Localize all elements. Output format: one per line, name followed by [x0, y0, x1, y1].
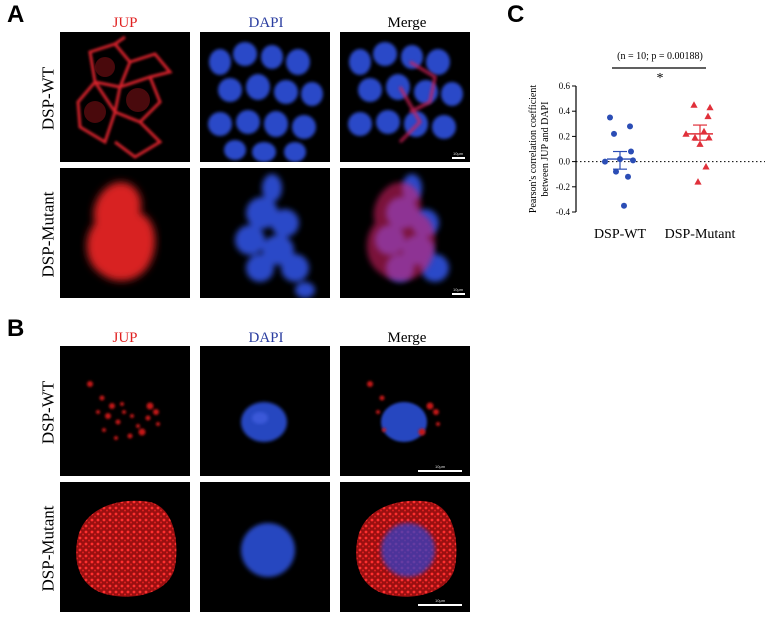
panel-b-mutant-row-label: DSP-Mutant — [38, 505, 58, 592]
panel-b-mutant-dapi-image — [200, 482, 330, 612]
panel-b-mutant-scalebar — [418, 604, 462, 606]
panel-b-wt-scalebar-label: 10μm — [435, 464, 446, 469]
data-point-mutant — [705, 134, 713, 141]
data-point-mutant — [702, 163, 710, 170]
significance-star: * — [657, 71, 664, 86]
panel-a-jup-label: JUP — [112, 15, 138, 31]
panel-letter-a: A — [7, 1, 25, 28]
y-tick-label: 0.0 — [559, 157, 571, 167]
data-point-wt — [630, 157, 636, 164]
data-point-mutant — [694, 178, 702, 185]
y-tick-label: -0.4 — [556, 207, 571, 217]
data-point-wt — [602, 158, 608, 165]
panel-a-mutant-scalebar — [452, 293, 465, 295]
x-category-label: DSP-Mutant — [665, 227, 736, 242]
panel-b-mutant-scalebar-label: 10μm — [435, 598, 446, 603]
panel-b-jup-label: JUP — [112, 330, 138, 346]
data-point-wt — [621, 202, 627, 209]
panel-b-dapi-label: DAPI — [248, 330, 284, 346]
panel-a-wt-dapi-image — [200, 32, 330, 162]
data-point-wt — [625, 173, 631, 180]
panel-b-wt-row-label: DSP-WT — [38, 380, 58, 445]
panel-b-merge-label: Merge — [387, 330, 427, 346]
data-point-mutant — [700, 127, 708, 135]
data-point-wt — [613, 168, 619, 175]
data-point-wt — [611, 130, 617, 137]
panel-b-mutant-jup-image — [60, 482, 190, 612]
panel-a-wt-jup-image — [60, 32, 190, 162]
panel-b-wt-dapi-image — [200, 346, 330, 476]
panel-a-dapi-label: DAPI — [248, 15, 284, 31]
panel-a-mutant-scalebar-label: 10μm — [453, 287, 464, 292]
data-point-mutant — [691, 134, 699, 141]
data-point-mutant — [706, 103, 714, 111]
x-category-label: DSP-WT — [594, 227, 647, 242]
data-point-wt — [607, 114, 613, 121]
y-tick-label: 0.4 — [559, 106, 571, 116]
data-point-mutant — [704, 112, 712, 120]
data-point-wt — [628, 148, 634, 155]
pearson-scatter-chart: 0.6 0.4 0.2 0.0 -0.2 -0.4 Pearson's correlatio… — [528, 51, 765, 242]
panel-a-wt-scalebar-label: 10μm — [453, 151, 464, 156]
y-tick-label: -0.2 — [556, 182, 570, 192]
panel-a-merge-label: Merge — [387, 15, 427, 31]
panel-b-wt-scalebar — [418, 470, 462, 472]
panel-a-mutant-jup-image — [60, 168, 190, 298]
panel-letter-c: C — [507, 1, 525, 28]
panel-a-mutant-row-label: DSP-Mutant — [38, 191, 58, 278]
data-point-mutant — [696, 140, 704, 147]
panel-a-mutant-dapi-image — [200, 168, 330, 298]
panel-a-wt-merge-image — [340, 32, 470, 162]
y-tick-label: 0.2 — [559, 131, 570, 141]
panel-letter-b: B — [7, 315, 25, 342]
data-point-wt — [627, 123, 633, 130]
y-axis-label-line-2: between JUP and DAPI — [540, 102, 551, 197]
panel-a-wt-row-label: DSP-WT — [38, 66, 58, 131]
data-point-mutant — [690, 101, 698, 108]
panel-a-wt-scalebar — [452, 157, 465, 159]
data-point-mutant — [682, 130, 690, 137]
panel-b-wt-merge-image — [340, 346, 470, 476]
y-tick-label: 0.6 — [559, 81, 571, 91]
panel-b-wt-jup-image — [60, 346, 190, 476]
panel-a-mutant-merge-image — [340, 168, 470, 298]
panel-b-mutant-merge-image — [340, 482, 470, 612]
stat-annotation: (n = 10; p = 0.00188) — [617, 51, 703, 62]
y-axis-label-line-1: Pearson's correlation coefficient — [528, 85, 539, 213]
